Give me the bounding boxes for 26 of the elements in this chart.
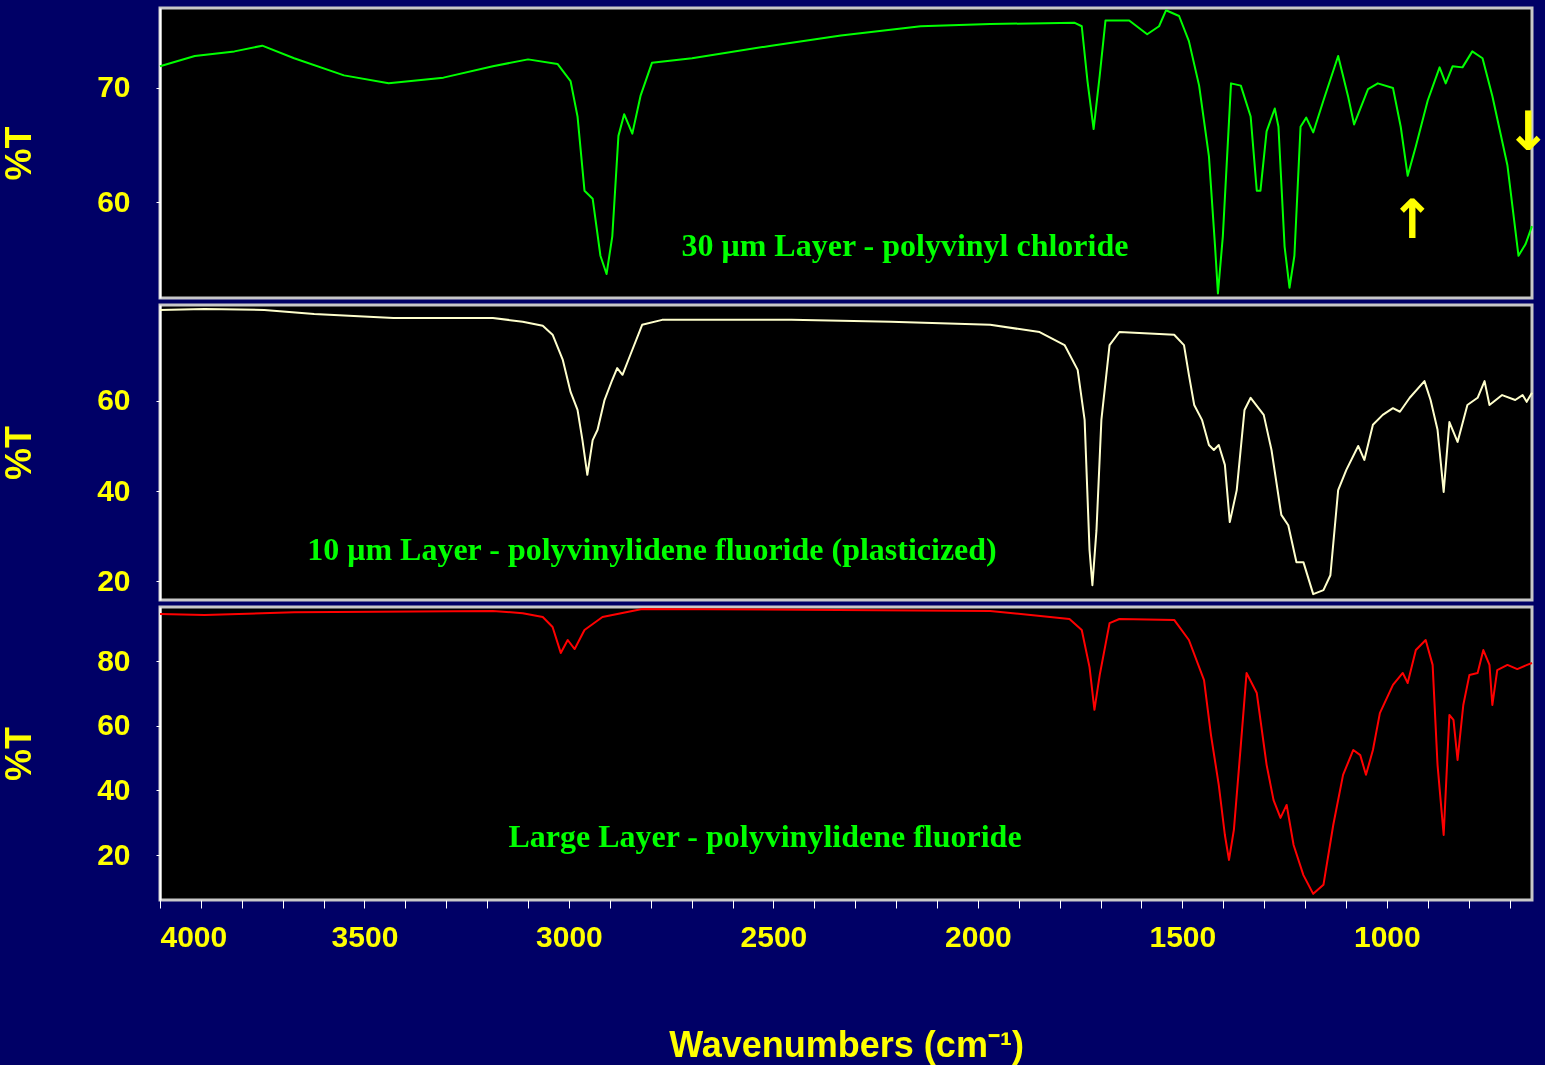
- x-tick-label: 4000: [160, 919, 228, 953]
- y-tick-label: 40: [97, 772, 131, 806]
- y-tick-label: 40: [97, 473, 131, 507]
- x-tick-label: 3500: [331, 919, 399, 953]
- y-tick-label: 60: [97, 383, 131, 417]
- line-series: [159, 308, 1533, 596]
- x-tick-label: 3000: [536, 919, 603, 953]
- y-axis-title: %T: [0, 126, 40, 181]
- y-tick-label: 20: [97, 837, 131, 871]
- line-series: [159, 607, 1533, 895]
- y-tick-label: 20: [97, 563, 131, 597]
- y-axis-title: %T: [0, 425, 40, 480]
- text: Large Layer - polyvinylidene fluoride: [508, 818, 1022, 854]
- x-tick-label: 2000: [945, 919, 1012, 953]
- x-tick-label: 2500: [740, 919, 808, 953]
- y-tick-label: 80: [97, 643, 131, 677]
- y-tick-label: 60: [97, 708, 131, 742]
- x-tick-label: 1000: [1353, 919, 1421, 953]
- text: 10 μm Layer - polyvinylidene fluoride (plasticized): [307, 531, 997, 567]
- annotation: ↑: [1389, 188, 1435, 251]
- text: 30 μm Layer - polyvinyl chloride: [681, 227, 1129, 263]
- y-tick-label: 70: [97, 70, 131, 104]
- x-axis-title: Wavenumbers (cm⁻¹): [669, 1023, 1024, 1065]
- x-tick-label: 1500: [1149, 919, 1217, 953]
- y-tick-label: 60: [97, 184, 131, 218]
- y-axis-title: %T: [0, 726, 40, 781]
